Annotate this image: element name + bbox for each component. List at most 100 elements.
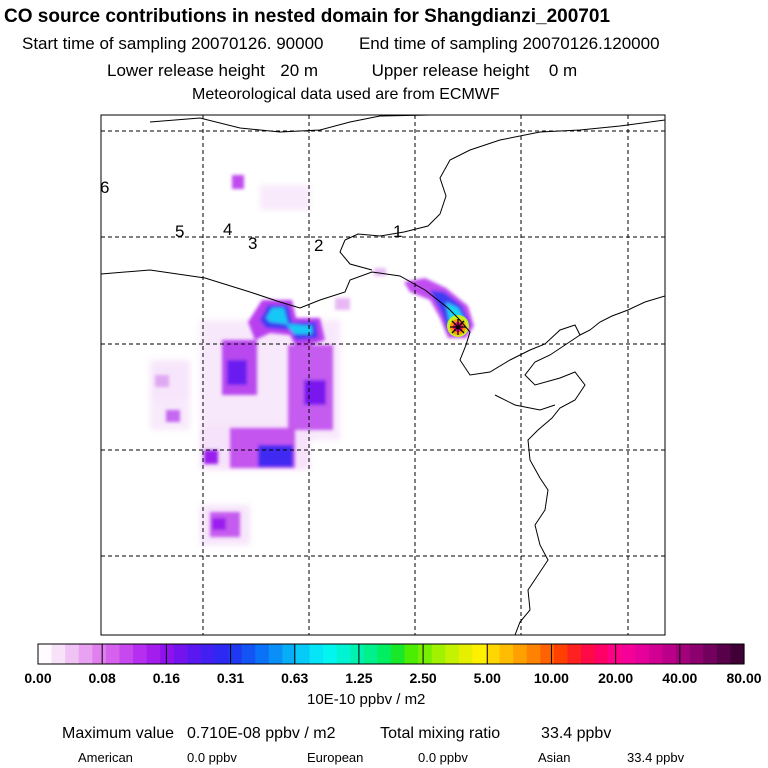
end-time-value: 20070126.120000 <box>522 34 660 53</box>
summary-row: Maximum value 0.710E-08 ppbv / m2 Total … <box>62 725 611 743</box>
map-frame <box>100 114 666 636</box>
plot-title: CO source contributions in nested domain… <box>4 6 611 27</box>
colorbar-swatch <box>78 644 93 664</box>
colorbar-swatch <box>133 644 148 664</box>
met-data-line: Meteorological data used are from ECMWF <box>192 86 500 103</box>
colorbar-swatch <box>268 644 283 664</box>
colorbar-swatch <box>187 644 202 664</box>
max-value-label: Maximum value <box>62 725 175 742</box>
sampling-times: Start time of sampling 20070126. 90000 E… <box>22 34 660 54</box>
colorbar-swatch <box>255 644 270 664</box>
colorbar-swatch <box>391 644 406 664</box>
upper-height-label: Upper release height <box>371 61 530 80</box>
colorbar-unit: 10E-10 ppbv / m2 <box>307 691 426 708</box>
region-label-2: 2 <box>314 236 323 255</box>
colorbar-swatch <box>553 644 569 664</box>
colorbar-swatch <box>716 644 732 664</box>
colorbar-swatch <box>581 644 596 664</box>
colorbar-swatch <box>621 644 636 664</box>
coastlines <box>101 115 665 635</box>
colorbar-swatch <box>92 644 107 664</box>
lower-height-value: 20 m <box>280 61 319 80</box>
colorbar-swatch <box>703 644 718 664</box>
end-time-label: End time of sampling <box>358 34 518 53</box>
colorbar-swatch <box>295 644 311 664</box>
colorbar-swatch <box>730 644 745 664</box>
colorbar-swatch <box>594 644 609 664</box>
colorbar-swatch <box>160 644 175 664</box>
colorbar-tick-label: 80.00 <box>726 670 762 686</box>
colorbar-tick-label: 5.00 <box>473 670 501 686</box>
colorbar-swatch <box>51 644 66 664</box>
asian-value: 33.4 ppbv <box>627 750 685 765</box>
receptor-hotspot <box>447 315 469 337</box>
colorbar-tick-label: 20.00 <box>598 670 634 686</box>
colorbar-swatch <box>486 644 501 664</box>
region-label-6: 6 <box>100 178 109 197</box>
region-label-5: 5 <box>175 222 184 241</box>
max-value: 0.710E-08 ppbv / m2 <box>186 725 336 742</box>
start-time-value: 20070126. 90000 <box>191 34 324 53</box>
colorbar-tick-label: 2.50 <box>409 670 437 686</box>
colorbar-swatch <box>458 644 474 664</box>
american-value: 0.0 ppbv <box>187 750 237 765</box>
colorbar-swatch <box>146 644 161 664</box>
colorbar-swatch <box>119 644 134 664</box>
colorbar-swatch <box>377 644 392 664</box>
colorbar-swatch <box>38 644 53 664</box>
european-value: 0.0 ppbv <box>418 750 468 765</box>
colorbar-swatch <box>676 644 691 664</box>
colorbar-swatch <box>472 644 487 664</box>
asian-label: Asian <box>538 750 571 765</box>
colorbar-swatch <box>336 644 351 664</box>
lat-lon-grid <box>101 115 665 635</box>
colorbar-swatch <box>309 644 324 664</box>
colorbar-swatch <box>350 644 365 664</box>
colorbar-swatch <box>404 644 419 664</box>
region-label-3: 3 <box>248 234 257 253</box>
colorbar-swatch <box>499 644 514 664</box>
colorbar-swatch <box>65 644 80 664</box>
colorbar-swatch <box>214 644 229 664</box>
colorbar-tick-label: 1.25 <box>345 670 373 686</box>
colorbar-swatch <box>635 644 650 664</box>
colorbar-tick-label: 0.16 <box>152 670 180 686</box>
region-labels: 6 5 4 3 2 1 <box>100 178 402 255</box>
colorbar-tick-label: 0.00 <box>24 670 52 686</box>
colorbar-tick-label: 10.00 <box>533 670 569 686</box>
colorbar-swatch <box>431 644 446 664</box>
colorbar-swatch <box>418 644 433 664</box>
total-mixing-label: Total mixing ratio <box>380 725 501 742</box>
region-label-4: 4 <box>223 220 232 239</box>
colorbar-swatch <box>173 644 188 664</box>
colorbar-swatch <box>526 644 541 664</box>
colorbar-swatch <box>513 644 528 664</box>
colorbar-tick-label: 0.31 <box>216 670 245 686</box>
colorbar-tick-label: 0.63 <box>281 670 309 686</box>
colorbar-swatch <box>648 644 664 664</box>
european-label: European <box>307 750 364 765</box>
colorbar-swatch <box>540 644 555 664</box>
colorbar-swatch <box>241 644 256 664</box>
lower-height-label: Lower release height <box>107 61 265 80</box>
colorbar-tick-label: 0.08 <box>88 670 116 686</box>
main-plume <box>155 175 350 537</box>
upper-height-value: 0 m <box>548 61 578 80</box>
colorbar-swatch <box>689 644 704 664</box>
colorbar-tick-label: 40.00 <box>662 670 698 686</box>
colorbar-frame <box>37 643 745 665</box>
total-mixing-value: 33.4 ppbv <box>541 725 612 742</box>
colorbar-swatch <box>662 644 677 664</box>
release-heights: Lower release height 20 m Upper release … <box>107 61 577 81</box>
colorbar <box>37 643 745 665</box>
colorbar-swatch <box>228 644 243 664</box>
colorbar-swatch <box>363 644 379 664</box>
colorbar-swatch <box>323 644 338 664</box>
colorbar-swatch <box>567 644 582 664</box>
colorbar-swatch <box>105 644 121 664</box>
colorbar-swatch <box>200 644 216 664</box>
american-label: American <box>78 750 133 765</box>
start-time-label: Start time of sampling <box>22 34 187 53</box>
colorbar-swatch <box>282 644 297 664</box>
